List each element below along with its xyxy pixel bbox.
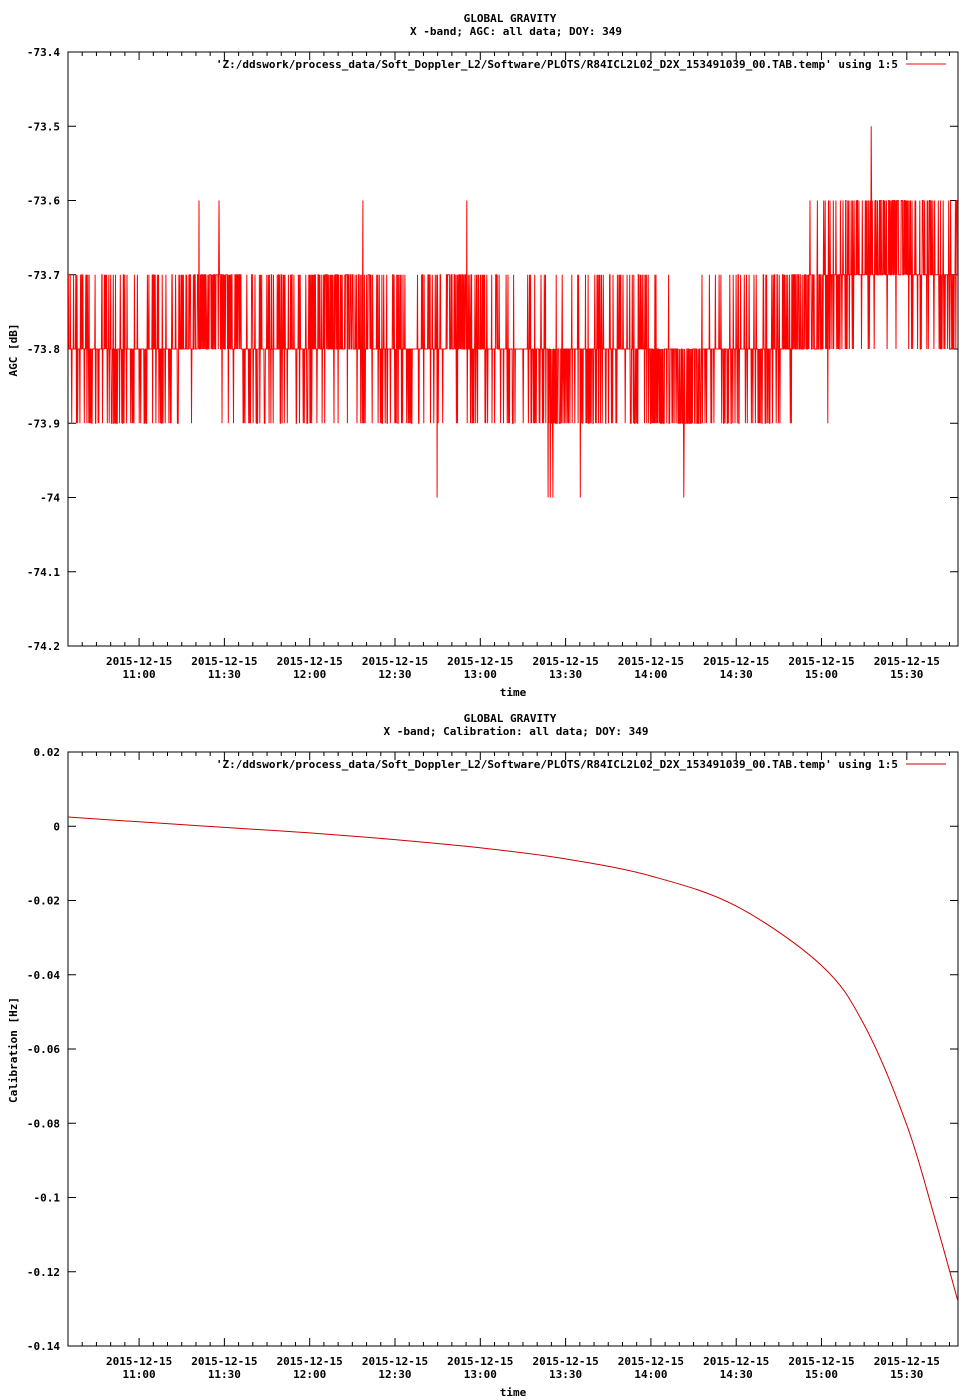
calibration-y-tick-label: -0.06: [27, 1043, 60, 1056]
calibration-x-tick-time: 12:30: [378, 1368, 411, 1381]
calibration-x-tick-time: 11:00: [123, 1368, 156, 1381]
agc-x-tick-time: 12:30: [378, 668, 411, 681]
agc-y-tick-label: -74.2: [27, 640, 60, 653]
agc-y-tick-label: -73.4: [27, 46, 60, 59]
agc-chart-panel: GLOBAL GRAVITY X -band; AGC: all data; D…: [7, 12, 959, 699]
calibration-x-tick-time: 12:00: [293, 1368, 326, 1381]
agc-x-tick-date: 2015-12-15: [106, 655, 172, 668]
calibration-x-tick-time: 15:30: [890, 1368, 923, 1381]
calibration-plot-frame: [67, 751, 959, 1347]
agc-x-tick-date: 2015-12-15: [362, 655, 428, 668]
calibration-x-tick-time: 14:00: [634, 1368, 667, 1381]
calibration-x-tick-date: 2015-12-15: [362, 1355, 428, 1368]
agc-x-tick-date: 2015-12-15: [874, 655, 940, 668]
calibration-x-tick-time: 13:00: [464, 1368, 497, 1381]
calibration-x-tick-date: 2015-12-15: [618, 1355, 684, 1368]
calibration-y-tick-label: -0.08: [27, 1117, 60, 1130]
calibration-x-tick-time: 13:30: [549, 1368, 582, 1381]
agc-y-axis-label: AGC [dB]: [7, 324, 20, 377]
agc-x-tick-time: 13:00: [464, 668, 497, 681]
calibration-y-tick-label: -0.1: [34, 1192, 61, 1205]
agc-x-tick-time: 12:00: [293, 668, 326, 681]
calibration-x-tick-date: 2015-12-15: [532, 1355, 598, 1368]
calibration-y-tick-label: -0.04: [27, 969, 60, 982]
agc-y-tick-label: -73.8: [27, 343, 60, 356]
agc-y-tick-label: -74: [40, 492, 60, 505]
agc-x-tick-time: 11:30: [208, 668, 241, 681]
agc-y-tick-label: -73.6: [27, 195, 60, 208]
agc-x-tick-time: 14:30: [720, 668, 753, 681]
calibration-x-tick-date: 2015-12-15: [277, 1355, 343, 1368]
calibration-x-tick-time: 14:30: [720, 1368, 753, 1381]
agc-series-line: [68, 126, 958, 498]
calibration-chart-title: GLOBAL GRAVITY: [464, 712, 557, 725]
calibration-legend-label: 'Z:/ddswork/process_data/Soft_Doppler_L2…: [216, 758, 898, 771]
agc-legend-label: 'Z:/ddswork/process_data/Soft_Doppler_L2…: [216, 58, 898, 71]
agc-y-tick-label: -73.5: [27, 120, 60, 133]
agc-chart-subtitle: X -band; AGC: all data; DOY: 349: [410, 25, 622, 38]
calibration-y-tick-label: 0.02: [34, 746, 61, 759]
agc-x-tick-time: 11:00: [123, 668, 156, 681]
agc-x-tick-date: 2015-12-15: [191, 655, 257, 668]
agc-x-tick-time: 15:30: [890, 668, 923, 681]
calibration-x-tick-date: 2015-12-15: [106, 1355, 172, 1368]
calibration-x-axis-label: time: [500, 1386, 527, 1399]
agc-x-tick-date: 2015-12-15: [703, 655, 769, 668]
agc-y-tick-label: -73.9: [27, 417, 60, 430]
calibration-y-tick-label: 0: [53, 820, 60, 833]
calibration-y-axis-label: Calibration [Hz]: [7, 997, 20, 1103]
calibration-y-tick-label: -0.14: [27, 1340, 60, 1353]
agc-x-tick-date: 2015-12-15: [788, 655, 854, 668]
calibration-y-tick-label: -0.02: [27, 895, 60, 908]
calibration-x-tick-date: 2015-12-15: [447, 1355, 513, 1368]
calibration-x-tick-date: 2015-12-15: [703, 1355, 769, 1368]
calibration-x-tick-time: 11:30: [208, 1368, 241, 1381]
calibration-x-tick-date: 2015-12-15: [788, 1355, 854, 1368]
agc-x-tick-time: 14:00: [634, 668, 667, 681]
calibration-x-tick-date: 2015-12-15: [874, 1355, 940, 1368]
agc-x-tick-time: 15:00: [805, 668, 838, 681]
calibration-x-tick-time: 15:00: [805, 1368, 838, 1381]
agc-chart-title: GLOBAL GRAVITY: [464, 12, 557, 25]
agc-y-tick-label: -73.7: [27, 269, 60, 282]
calibration-x-tick-date: 2015-12-15: [191, 1355, 257, 1368]
agc-x-axis-label: time: [500, 686, 527, 699]
agc-x-tick-date: 2015-12-15: [277, 655, 343, 668]
agc-y-tick-label: -74.1: [27, 566, 60, 579]
calibration-series-line: [68, 816, 958, 1302]
agc-x-tick-time: 13:30: [549, 668, 582, 681]
agc-x-tick-date: 2015-12-15: [618, 655, 684, 668]
calibration-chart-panel: GLOBAL GRAVITY X -band; Calibration: all…: [7, 712, 959, 1399]
agc-x-tick-date: 2015-12-15: [447, 655, 513, 668]
agc-x-tick-date: 2015-12-15: [532, 655, 598, 668]
calibration-chart-subtitle: X -band; Calibration: all data; DOY: 349: [384, 725, 649, 738]
calibration-y-tick-label: -0.12: [27, 1266, 60, 1279]
